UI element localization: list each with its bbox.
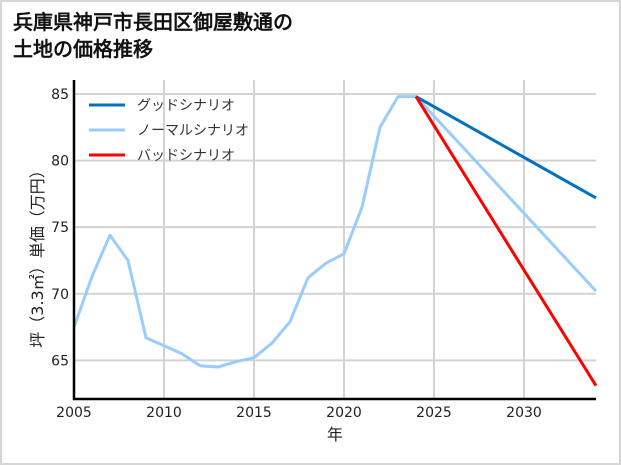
axes — [72, 80, 596, 401]
tick-labels: 2005 2010 2015 2020 2025 2030 65 70 75 80 85 — [51, 87, 542, 421]
x-tick-label: 2010 — [146, 405, 182, 421]
chart-title-line-1: 兵庫県神戸市長田区御屋敷通の — [13, 10, 293, 34]
y-tick-label: 70 — [51, 287, 69, 303]
data-series — [72, 95, 598, 387]
x-tick-label: 2030 — [506, 405, 542, 421]
legend-label: ノーマルシナリオ — [137, 123, 249, 139]
x-tick-label: 2025 — [416, 405, 452, 421]
series-line-0 — [415, 95, 597, 200]
x-tick-label: 2005 — [56, 405, 92, 421]
x-tick-label: 2015 — [236, 405, 272, 421]
series-line-2 — [414, 95, 598, 387]
chart-title-line-2: 土地の価格推移 — [13, 37, 153, 61]
x-tick-label: 2020 — [326, 405, 362, 421]
y-tick-label: 85 — [51, 87, 69, 103]
legend-label: グッドシナリオ — [137, 98, 235, 114]
chart-title: 兵庫県神戸市長田区御屋敷通の 土地の価格推移 — [13, 9, 293, 63]
y-axis-label: 坪（3.3㎡）単価（万円） — [28, 162, 47, 347]
y-tick-label: 75 — [51, 220, 69, 236]
y-tick-label: 65 — [51, 353, 69, 369]
y-tick-label: 80 — [51, 154, 69, 170]
x-axis-label: 年 — [327, 425, 343, 444]
series-line-1 — [72, 95, 598, 369]
legend-label: バッドシナリオ — [137, 148, 235, 164]
